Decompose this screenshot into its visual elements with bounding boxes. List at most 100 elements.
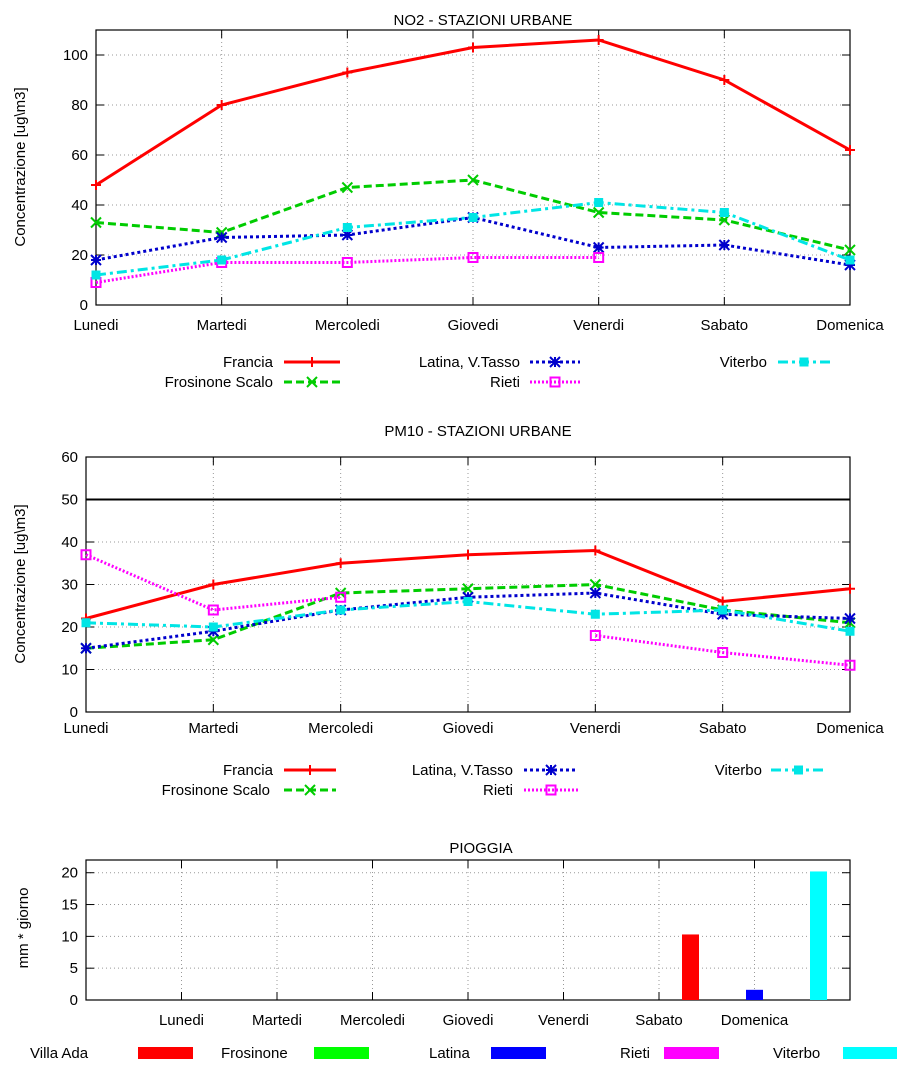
data-point xyxy=(208,579,219,590)
data-point xyxy=(589,587,602,599)
legend-swatch xyxy=(314,1047,369,1059)
data-point xyxy=(845,626,855,636)
data-point xyxy=(463,597,473,606)
x-tick-label: Sabato xyxy=(699,720,747,737)
legend-label: Frosinone Scalo xyxy=(162,782,270,799)
data-point xyxy=(468,42,478,53)
legend-swatch xyxy=(138,1047,193,1059)
legend-label: Latina xyxy=(429,1045,471,1062)
y-tick-label: 80 xyxy=(71,97,88,114)
y-tick-label: 20 xyxy=(61,865,78,882)
data-point xyxy=(215,231,228,244)
data-point xyxy=(91,270,101,280)
x-tick-label: Venerdi xyxy=(573,317,624,334)
x-tick-label: Domenica xyxy=(721,1012,789,1029)
data-point xyxy=(590,545,601,556)
data-point xyxy=(589,578,602,591)
bar xyxy=(746,989,763,1000)
x-tick-label: Venerdi xyxy=(570,720,621,737)
legend-label: Rieti xyxy=(620,1045,650,1062)
data-point xyxy=(845,255,855,265)
data-point xyxy=(342,223,352,232)
line-chart-2: PM10 - STAZIONI URBANE 0 10 20 30 40 50 60 Luned… xyxy=(12,423,884,799)
legend-swatch xyxy=(491,1047,546,1059)
legend-label: Francia xyxy=(223,354,274,371)
series-viterbo xyxy=(81,597,855,636)
data-point xyxy=(216,100,227,110)
legend-label: Viterbo xyxy=(715,762,762,779)
data-point xyxy=(91,180,101,190)
data-point xyxy=(845,145,855,155)
y-axis-label: Concentrazione [ug\m3] xyxy=(12,504,29,663)
data-point xyxy=(593,35,604,45)
data-point xyxy=(80,642,92,654)
x-tick-label: Domenica xyxy=(816,317,884,334)
data-point xyxy=(336,605,346,615)
bar-chart: PIOGGIA 0 5 10 15 20 Lunedi Martedi Mercoledi Gio… xyxy=(15,840,897,1062)
data-point xyxy=(462,583,474,595)
legend-marker xyxy=(549,376,561,388)
y-tick-label: 5 xyxy=(70,960,78,977)
y-tick-label: 0 xyxy=(80,297,88,314)
data-point xyxy=(207,634,220,646)
gridlines xyxy=(86,860,850,1000)
y-axis-label: mm * giorno xyxy=(15,888,32,969)
bar xyxy=(682,934,699,1000)
data-point xyxy=(341,257,353,268)
data-point xyxy=(468,213,478,222)
series-line xyxy=(95,256,599,284)
x-tick-label: Lunedi xyxy=(159,1012,204,1029)
data-point xyxy=(718,239,731,251)
series-rieti xyxy=(80,549,856,671)
data-point xyxy=(208,622,218,632)
x-tick-label: Domenica xyxy=(816,720,884,737)
bar xyxy=(810,871,827,1000)
series-line xyxy=(85,548,851,620)
series-line xyxy=(95,38,851,187)
data-point xyxy=(717,647,729,658)
data-point xyxy=(207,604,219,616)
data-point xyxy=(593,252,605,263)
y-tick-label: 60 xyxy=(61,449,78,466)
series-line xyxy=(85,553,341,612)
x-tick-label: Mercoledi xyxy=(308,720,373,737)
data-point xyxy=(594,198,604,207)
legend-label: Latina, V.Tasso xyxy=(412,762,513,779)
y-tick-label: 40 xyxy=(61,534,78,551)
y-tick-label: 15 xyxy=(61,897,78,914)
legend-label: Villa Ada xyxy=(30,1045,89,1062)
legend-marker xyxy=(306,376,318,388)
data-point xyxy=(592,206,605,219)
legend-swatch xyxy=(843,1047,897,1059)
chart-title: NO2 - STAZIONI URBANE xyxy=(394,12,573,29)
gridlines xyxy=(86,456,850,712)
chart-title: PM10 - STAZIONI URBANE xyxy=(384,423,571,440)
x-tick-label: Lunedi xyxy=(73,317,118,334)
legend-marker xyxy=(305,765,315,775)
chart-title: PIOGGIA xyxy=(449,840,512,857)
legend-marker xyxy=(545,764,557,776)
data-point xyxy=(335,558,346,569)
x-tick-label: Mercoledi xyxy=(315,317,380,334)
data-point xyxy=(844,259,856,271)
data-point xyxy=(844,659,856,671)
y-tick-label: 100 xyxy=(63,47,88,64)
x-tick-label: Giovedi xyxy=(443,1012,494,1029)
data-point xyxy=(467,174,479,186)
legend-marker xyxy=(794,765,803,775)
data-point xyxy=(467,252,479,263)
data-point xyxy=(719,75,730,85)
series-line xyxy=(595,634,851,667)
data-point xyxy=(719,208,729,217)
data-point xyxy=(717,596,728,607)
y-tick-label: 40 xyxy=(71,197,88,214)
line-chart-1: NO2 - STAZIONI URBANE 0 20 40 60 80 100 Lunedi M… xyxy=(12,12,884,391)
y-tick-label: 60 xyxy=(71,147,88,164)
series-frosinone-scalo xyxy=(80,578,856,654)
bar-series-villa-ada xyxy=(682,934,699,1000)
data-point xyxy=(844,244,856,256)
data-point xyxy=(844,612,856,625)
y-tick-label: 50 xyxy=(61,492,78,509)
y-tick-label: 0 xyxy=(70,704,78,721)
legend-label: Viterbo xyxy=(720,354,767,371)
